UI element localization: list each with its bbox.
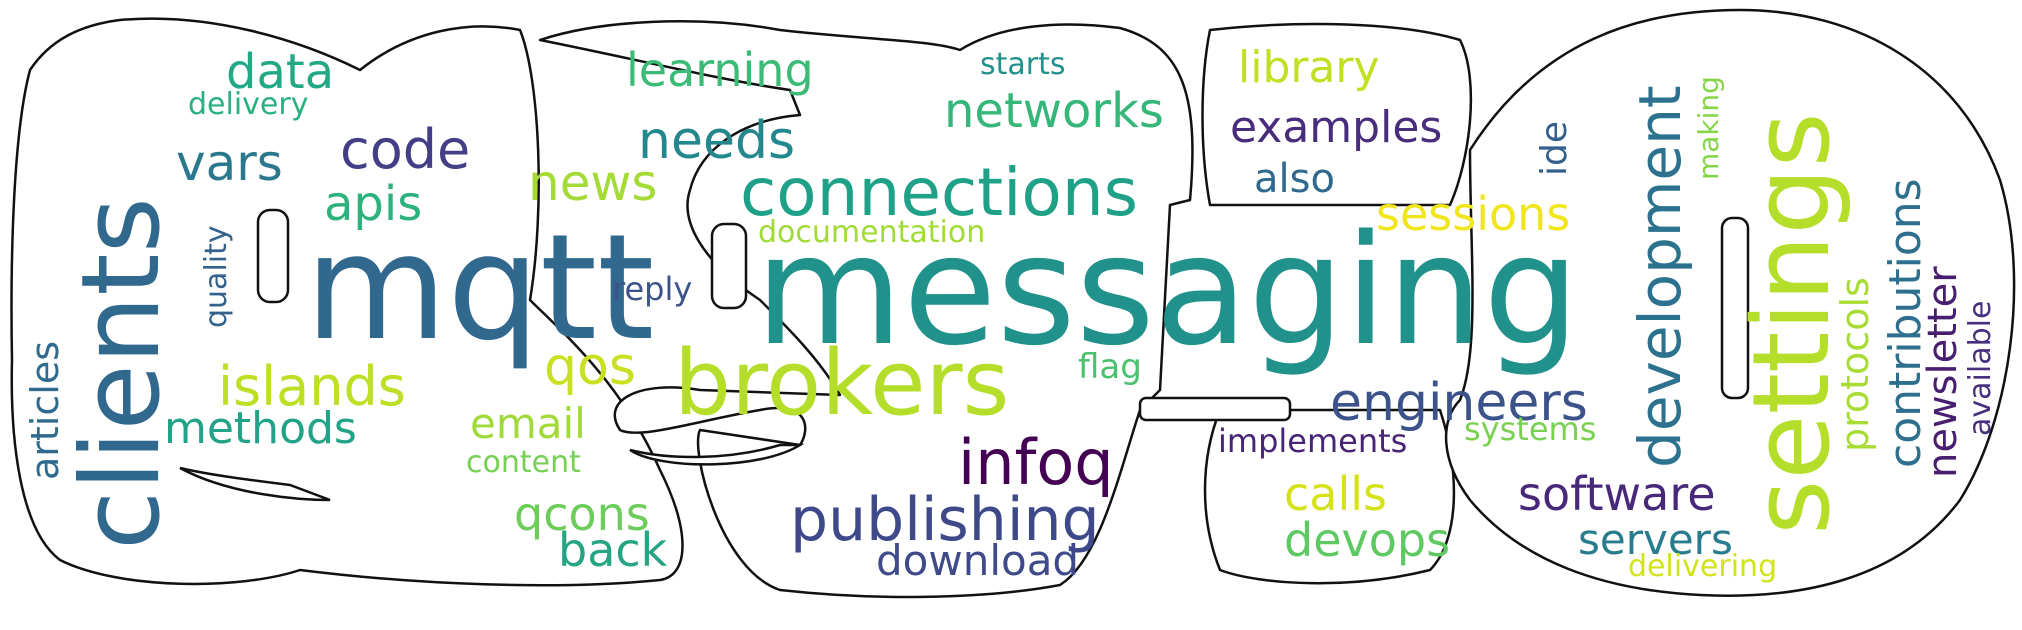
word-starts: starts [980, 47, 1066, 82]
word-quality: quality [199, 225, 234, 328]
word-sessions: sessions [1376, 187, 1570, 241]
word-vars: vars [176, 134, 283, 192]
word-delivery: delivery [188, 87, 308, 122]
word-devops: devops [1284, 513, 1450, 567]
word-contributions: contributions [1880, 178, 1931, 468]
word-content: content [466, 445, 581, 480]
word-calls: calls [1284, 467, 1387, 521]
word-email: email [470, 399, 586, 448]
word-examples: examples [1230, 102, 1442, 153]
word-networks: networks [944, 83, 1164, 139]
word-clients: clients [59, 197, 184, 550]
word-implements: implements [1218, 422, 1407, 460]
word-newsletter: newsletter [1920, 266, 1966, 478]
word-qos: qos [544, 337, 636, 397]
word-development: development [1626, 85, 1694, 468]
word-library: library [1238, 42, 1380, 93]
word-available: available [1963, 301, 1998, 436]
word-systems: systems [1464, 410, 1596, 448]
word-needs: needs [638, 111, 795, 171]
word-learning: learning [626, 43, 814, 97]
word-servers: servers [1578, 515, 1733, 564]
word-brokers: brokers [674, 331, 1009, 436]
word-infoq: infoq [958, 426, 1114, 499]
word-delivering: delivering [1628, 549, 1777, 584]
word-methods: methods [164, 403, 357, 454]
word-ide: ide [1534, 121, 1575, 176]
word-making: making [1692, 76, 1725, 180]
cloud-mask-outline [10, 8, 2016, 599]
word-back: back [558, 523, 668, 577]
word-documentation: documentation [758, 215, 985, 250]
word-code: code [340, 118, 470, 181]
word-settings: settings [1730, 112, 1853, 535]
word-software: software [1518, 467, 1716, 521]
word-also: also [1254, 156, 1335, 202]
word-apis: apis [324, 176, 422, 232]
word-flag: flag [1078, 347, 1142, 387]
word-protocols: protocols [1833, 277, 1877, 452]
word-mqtt: mqtt [305, 203, 654, 373]
word-connections: connections [740, 154, 1138, 231]
word-qcons: qcons [514, 487, 650, 541]
word-islands: islands [218, 355, 406, 418]
word-news: news [528, 154, 657, 212]
word-engineers: engineers [1330, 373, 1588, 433]
word-publishing: publishing [790, 485, 1100, 555]
word-reply: reply [612, 270, 692, 308]
word-articles: articles [23, 341, 67, 480]
word-download: download [876, 536, 1079, 585]
word-messaging: messaging [755, 202, 1580, 379]
word-data: data [226, 44, 334, 100]
